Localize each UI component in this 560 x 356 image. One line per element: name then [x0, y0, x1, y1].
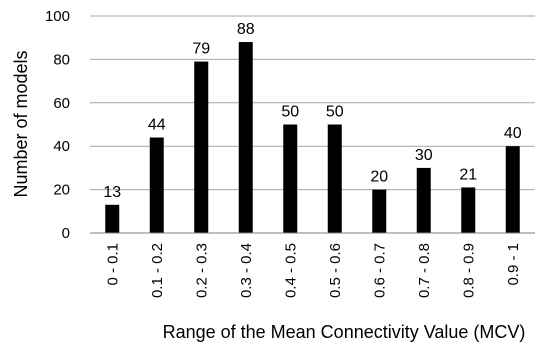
- bar: [149, 137, 164, 233]
- y-tick-label: 40: [53, 138, 70, 155]
- y-tick-label: 80: [53, 51, 70, 68]
- data-label: 20: [370, 169, 388, 186]
- bar: [461, 187, 476, 233]
- x-tick-label: 0.4 - 0.5: [282, 243, 299, 298]
- data-label: 21: [459, 166, 477, 183]
- bar: [416, 167, 431, 233]
- bar: [327, 124, 342, 233]
- bar: [105, 204, 120, 233]
- data-label: 50: [281, 104, 299, 121]
- data-label: 40: [504, 125, 522, 142]
- y-tick-label: 20: [53, 182, 70, 199]
- y-tick-label: 0: [62, 225, 70, 242]
- bar: [372, 189, 387, 233]
- x-tick-label: 0.5 - 0.6: [327, 243, 344, 298]
- x-tick-label: 0.8 - 0.9: [460, 243, 477, 298]
- data-label: 50: [326, 104, 344, 121]
- bar: [283, 124, 298, 233]
- x-axis-title: Range of the Mean Connectivity Value (MC…: [163, 322, 526, 342]
- x-tick-label: 0.6 - 0.7: [371, 243, 388, 298]
- gridlines: [90, 15, 535, 191]
- x-tick-label: 0.3 - 0.4: [238, 243, 255, 298]
- y-tick-label: 60: [53, 95, 70, 112]
- y-tick-label: 100: [45, 8, 70, 25]
- data-label: 44: [148, 117, 166, 134]
- bar: [194, 61, 209, 233]
- data-label: 88: [237, 21, 255, 38]
- bar: [238, 42, 253, 233]
- x-tick-label: 0.7 - 0.8: [416, 243, 433, 298]
- y-axis-tick-labels: 0 20 40 60 80 100: [45, 8, 70, 242]
- data-label: 13: [103, 184, 121, 201]
- x-axis-tick-labels: 0 - 0.1 0.1 - 0.2 0.2 - 0.3 0.3 - 0.4 0.4 - …: [104, 243, 522, 298]
- data-labels: 13 44 79 88 50 50 20 30 21 40: [103, 21, 521, 201]
- bars: [105, 42, 520, 233]
- x-tick-label: 0.2 - 0.3: [193, 243, 210, 298]
- bar: [505, 146, 520, 233]
- y-axis-title: Number of models: [11, 50, 31, 197]
- x-tick-label: 0 - 0.1: [104, 243, 121, 286]
- data-label: 30: [415, 147, 433, 164]
- data-label: 79: [192, 41, 210, 58]
- x-tick-label: 0.1 - 0.2: [149, 243, 166, 298]
- x-tick-label: 0.9 - 1: [505, 243, 522, 286]
